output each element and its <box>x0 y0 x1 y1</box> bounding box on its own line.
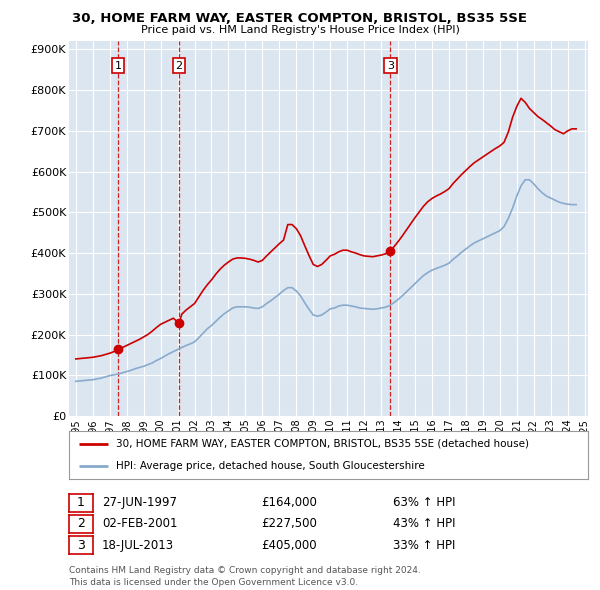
Text: 43% ↑ HPI: 43% ↑ HPI <box>393 517 455 530</box>
Text: Contains HM Land Registry data © Crown copyright and database right 2024.: Contains HM Land Registry data © Crown c… <box>69 566 421 575</box>
Text: 02-FEB-2001: 02-FEB-2001 <box>102 517 178 530</box>
Text: 27-JUN-1997: 27-JUN-1997 <box>102 496 177 509</box>
Text: 3: 3 <box>387 61 394 71</box>
Text: 2: 2 <box>176 61 182 71</box>
Text: 30, HOME FARM WAY, EASTER COMPTON, BRISTOL, BS35 5SE (detached house): 30, HOME FARM WAY, EASTER COMPTON, BRIST… <box>116 439 529 449</box>
Text: Price paid vs. HM Land Registry's House Price Index (HPI): Price paid vs. HM Land Registry's House … <box>140 25 460 35</box>
Text: £164,000: £164,000 <box>261 496 317 509</box>
Text: 2: 2 <box>77 517 85 530</box>
Text: This data is licensed under the Open Government Licence v3.0.: This data is licensed under the Open Gov… <box>69 578 358 587</box>
Text: £405,000: £405,000 <box>261 539 317 552</box>
Text: 3: 3 <box>77 539 85 552</box>
Text: 63% ↑ HPI: 63% ↑ HPI <box>393 496 455 509</box>
Text: 1: 1 <box>115 61 122 71</box>
Text: 33% ↑ HPI: 33% ↑ HPI <box>393 539 455 552</box>
Text: HPI: Average price, detached house, South Gloucestershire: HPI: Average price, detached house, Sout… <box>116 461 424 471</box>
Text: £227,500: £227,500 <box>261 517 317 530</box>
Text: 1: 1 <box>77 496 85 509</box>
Text: 18-JUL-2013: 18-JUL-2013 <box>102 539 174 552</box>
Text: 30, HOME FARM WAY, EASTER COMPTON, BRISTOL, BS35 5SE: 30, HOME FARM WAY, EASTER COMPTON, BRIST… <box>73 12 527 25</box>
